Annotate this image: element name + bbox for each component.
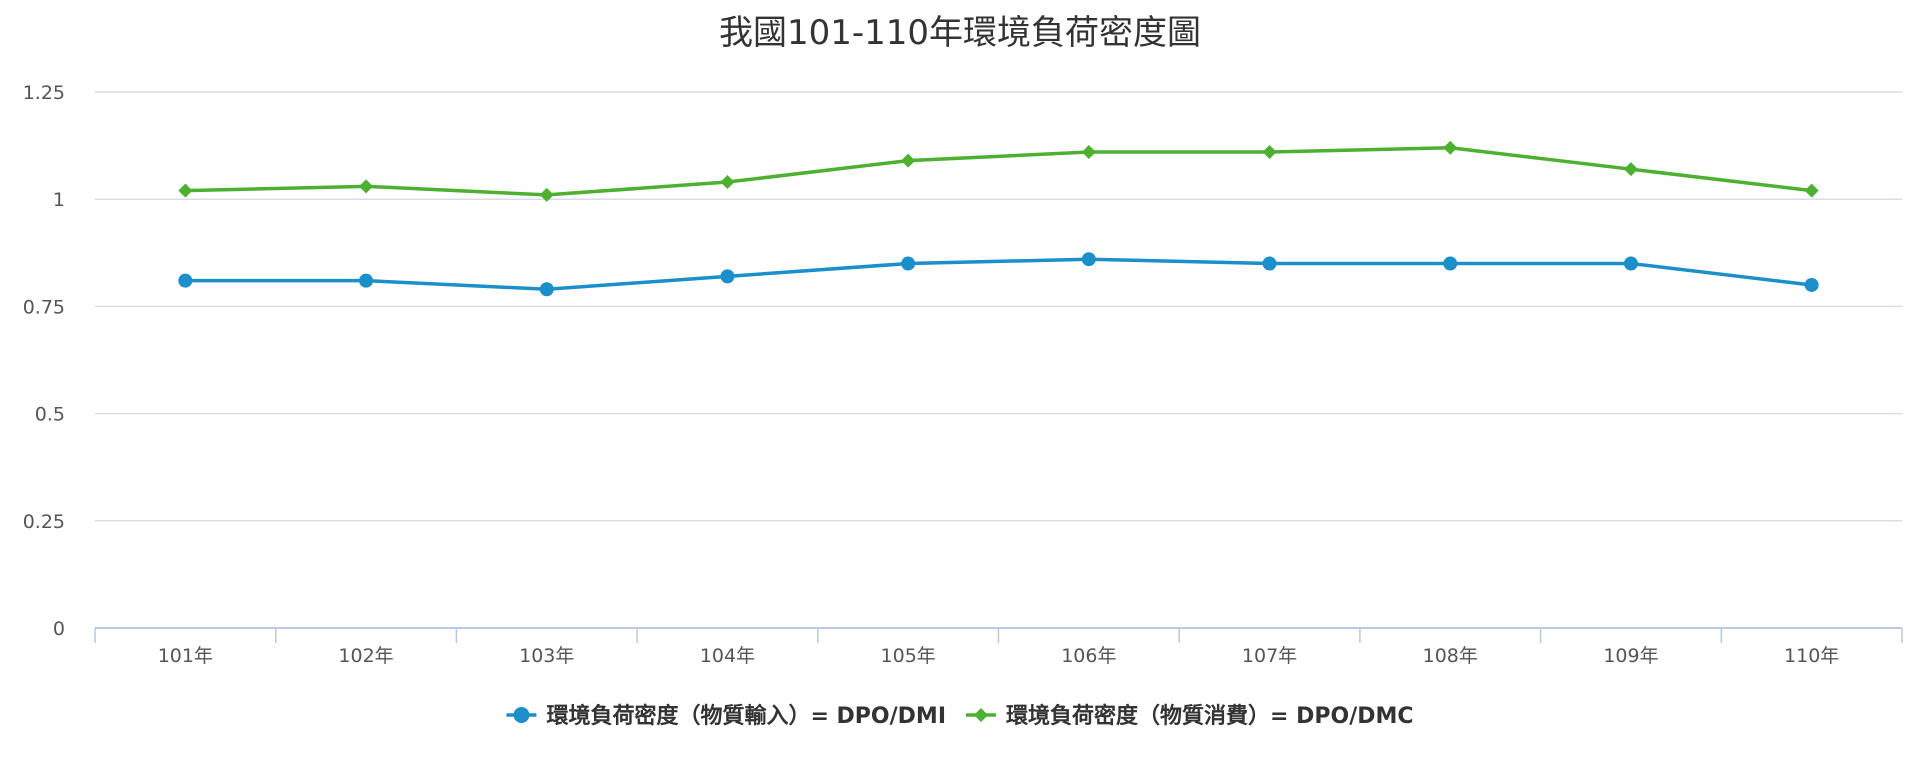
x-tick-label: 101年: [158, 645, 213, 667]
series-line: [183, 145, 1814, 197]
series-1: [178, 252, 1819, 297]
legend-item-2[interactable]: 環境負荷密度（物質消費）= DPO/DMC: [966, 703, 1414, 729]
y-tick-label: 0.75: [23, 296, 65, 318]
data-point: [1081, 252, 1096, 267]
y-tick-label: 0.5: [35, 404, 65, 426]
data-point: [178, 183, 193, 198]
y-tick-label: 0.25: [23, 511, 65, 533]
x-tick-label: 102年: [338, 645, 393, 667]
data-point: [901, 153, 916, 168]
data-point: [359, 179, 374, 194]
y-tick-label: 1: [53, 189, 65, 211]
gridlines: [95, 91, 1902, 522]
legend-item-1[interactable]: 環境負荷密度（物質輸入）= DPO/DMI: [506, 703, 946, 729]
legend-marker: [974, 708, 989, 722]
data-point: [1623, 256, 1638, 271]
x-tick-label: 105年: [881, 645, 936, 667]
series-line: [183, 257, 1814, 291]
data-point: [901, 256, 916, 271]
x-tick-label: 107年: [1242, 645, 1297, 667]
data-point: [720, 269, 735, 284]
x-axis: [94, 627, 1903, 643]
x-tick-label: 108年: [1423, 645, 1478, 667]
data-point: [1804, 183, 1819, 198]
series-group: [178, 140, 1819, 297]
data-point: [1443, 140, 1458, 155]
data-point: [539, 282, 554, 297]
data-point: [1262, 256, 1277, 271]
data-point: [1443, 256, 1458, 271]
data-point: [1262, 145, 1277, 160]
legend-label: 環境負荷密度（物質輸入）= DPO/DMI: [546, 703, 946, 729]
data-point: [539, 187, 554, 202]
data-point: [720, 175, 735, 190]
legend[interactable]: 環境負荷密度（物質輸入）= DPO/DMI 環境負荷密度（物質消費）= DPO/D…: [506, 703, 1414, 729]
data-point: [359, 273, 374, 288]
chart-title: 我國101-110年環境負荷密度圖: [719, 13, 1201, 53]
data-point: [1081, 145, 1096, 160]
x-axis-ticks: 101年 102年 103年 104年 105年 106年 107年 108年 109年 110年: [158, 645, 1840, 667]
x-tick-label: 104年: [700, 645, 755, 667]
data-point: [178, 273, 193, 288]
legend-marker: [513, 707, 530, 723]
y-tick-label: 1.25: [23, 82, 65, 104]
data-point: [1623, 162, 1638, 177]
y-axis-ticks: 0 0.25 0.5 0.75 1 1.25: [23, 82, 65, 640]
y-tick-label: 0: [53, 618, 65, 640]
data-point: [1804, 277, 1819, 292]
x-tick-label: 110年: [1784, 645, 1839, 667]
x-tick-label: 106年: [1061, 645, 1116, 667]
series-2: [178, 140, 1819, 202]
legend-label: 環境負荷密度（物質消費）= DPO/DMC: [1006, 703, 1414, 729]
x-tick-label: 109年: [1603, 645, 1658, 667]
x-tick-label: 103年: [519, 645, 574, 667]
